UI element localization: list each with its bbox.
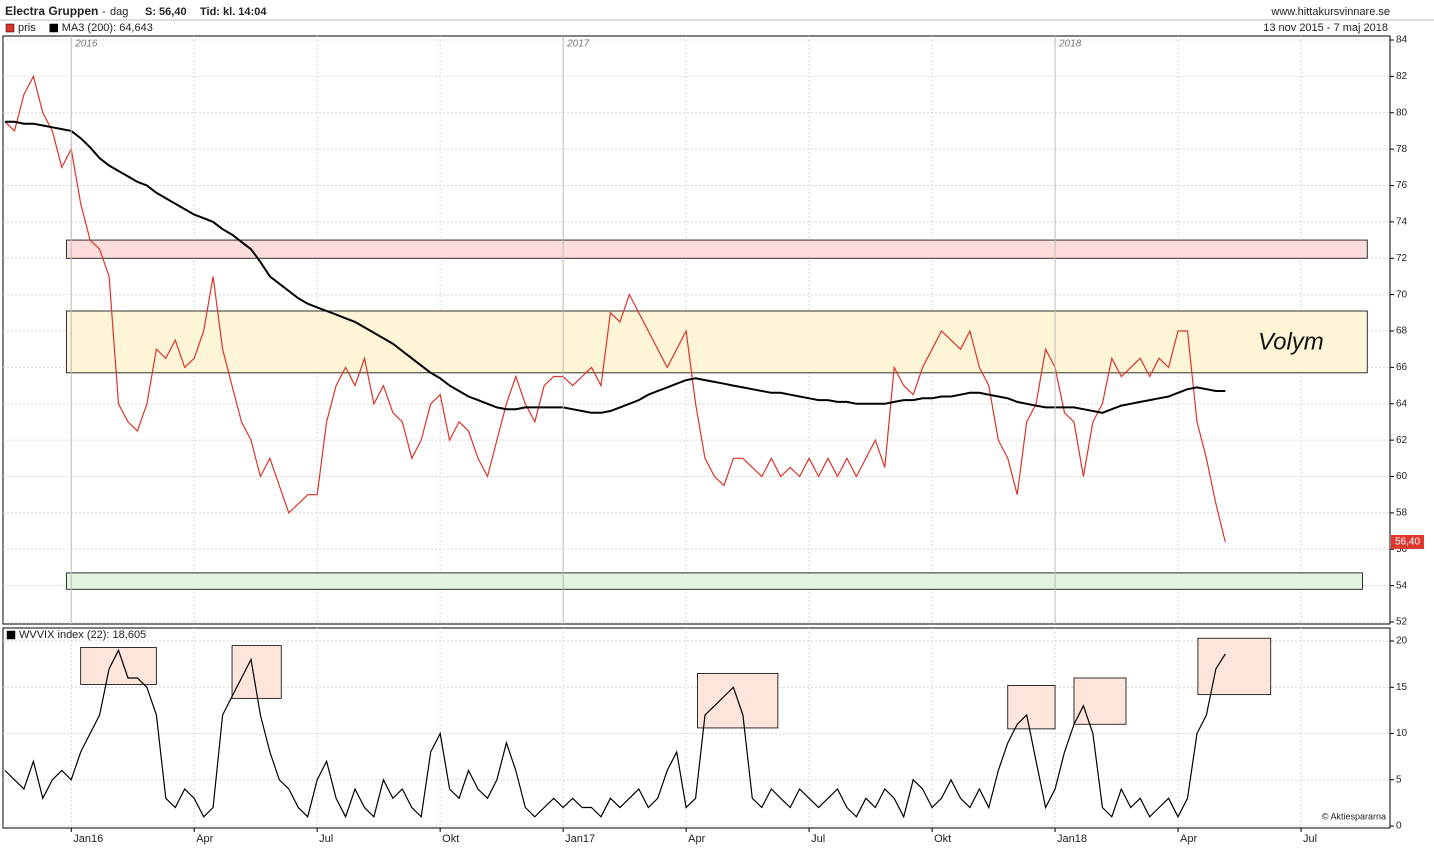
year-label: 2016 bbox=[74, 39, 98, 50]
highlight-box bbox=[1197, 637, 1272, 696]
y-tick-label: 56 bbox=[1396, 544, 1408, 555]
last-value-box bbox=[1391, 534, 1424, 549]
y-tick-label: 84 bbox=[1396, 35, 1408, 46]
y-tick-label: 78 bbox=[1396, 144, 1408, 155]
y-tick-label: 70 bbox=[1396, 289, 1408, 300]
x-tick-label: Jan18 bbox=[1057, 833, 1087, 845]
legend-label: WVVIX index (22): 18,605 bbox=[19, 629, 146, 641]
annotation: Volym bbox=[1258, 328, 1324, 355]
y-tick-label: 74 bbox=[1396, 217, 1408, 228]
last-value-label: 56,40 bbox=[1395, 537, 1420, 548]
legend-label: pris bbox=[18, 22, 36, 34]
date-range: 13 nov 2015 - 7 maj 2018 bbox=[1263, 22, 1388, 34]
y-tick-label: 62 bbox=[1396, 435, 1408, 446]
year-label: 2017 bbox=[566, 39, 590, 50]
zone bbox=[66, 310, 1368, 374]
legend-label: MA3 (200): 64,643 bbox=[62, 22, 153, 34]
highlight-box bbox=[80, 647, 157, 685]
x-tick-label: Apr bbox=[688, 833, 705, 845]
period: dag bbox=[110, 6, 128, 18]
site: www.hittakursvinnare.se bbox=[1270, 6, 1390, 18]
y-tick-label: 60 bbox=[1396, 471, 1408, 482]
series-line bbox=[4, 648, 1226, 819]
y-tick-label: 72 bbox=[1396, 253, 1408, 264]
x-tick-label: Jan17 bbox=[565, 833, 595, 845]
y-tick-label: 54 bbox=[1396, 580, 1408, 591]
x-tick-label: Apr bbox=[196, 833, 213, 845]
y-tick-label: 76 bbox=[1396, 180, 1408, 191]
y-tick-label: 66 bbox=[1396, 362, 1408, 373]
y-tick-label: 52 bbox=[1396, 617, 1408, 628]
stock-name: Electra Gruppen bbox=[5, 4, 98, 18]
legend-swatch bbox=[6, 630, 16, 640]
x-tick-label: Okt bbox=[934, 833, 951, 845]
x-tick-label: Jul bbox=[811, 833, 825, 845]
series-line bbox=[5, 120, 1226, 414]
legend-swatch bbox=[49, 23, 58, 33]
y-tick-label: 82 bbox=[1396, 71, 1408, 82]
series-line bbox=[4, 74, 1226, 543]
y-tick-label: 0 bbox=[1396, 821, 1402, 832]
y-tick-label: 15 bbox=[1396, 682, 1408, 693]
zone bbox=[66, 239, 1368, 259]
y-tick-label: 5 bbox=[1396, 774, 1402, 785]
y-tick-label: 20 bbox=[1396, 636, 1408, 647]
y-tick-label: 58 bbox=[1396, 508, 1408, 519]
x-tick-label: Okt bbox=[442, 833, 459, 845]
zone bbox=[66, 572, 1363, 590]
y-tick-label: 64 bbox=[1396, 398, 1408, 409]
highlight-box bbox=[1007, 685, 1056, 730]
last-price: S: 56,40 bbox=[145, 6, 187, 18]
time: Tid: kl. 14:04 bbox=[200, 6, 267, 18]
y-tick-label: 10 bbox=[1396, 728, 1408, 739]
y-tick-label: 80 bbox=[1396, 107, 1408, 118]
highlight-box bbox=[1073, 677, 1127, 725]
year-label: 2018 bbox=[1058, 39, 1082, 50]
y-tick-label: 68 bbox=[1396, 326, 1408, 337]
credit: © Aktiespararna bbox=[1322, 811, 1386, 821]
x-tick-label: Jul bbox=[1303, 833, 1317, 845]
x-tick-label: Apr bbox=[1180, 833, 1197, 845]
separator: - bbox=[102, 6, 106, 18]
x-tick-label: Jul bbox=[319, 833, 333, 845]
legend-swatch bbox=[5, 23, 15, 33]
x-tick-label: Jan16 bbox=[73, 833, 103, 845]
plot-frame bbox=[2, 627, 1391, 829]
